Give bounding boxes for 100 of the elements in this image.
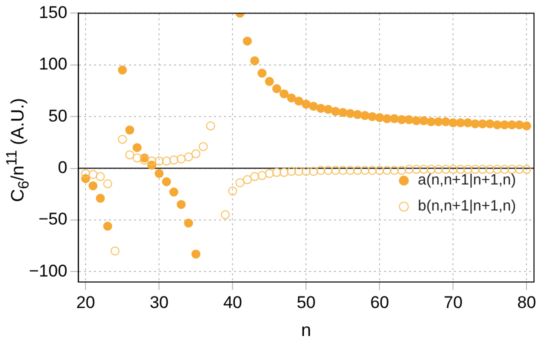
point xyxy=(294,166,304,176)
point xyxy=(368,112,377,122)
point xyxy=(390,166,399,175)
point xyxy=(242,36,252,46)
point xyxy=(382,114,392,124)
point xyxy=(118,134,127,144)
point xyxy=(338,166,348,175)
point xyxy=(412,116,421,126)
point xyxy=(316,104,326,113)
point xyxy=(125,150,134,160)
point xyxy=(456,118,465,128)
x-tick-label: 70 xyxy=(444,292,463,312)
point xyxy=(88,170,98,179)
point xyxy=(324,166,333,175)
y-tick-label: 150 xyxy=(38,2,68,22)
point xyxy=(353,166,362,175)
point xyxy=(404,164,414,174)
point xyxy=(169,188,178,197)
point xyxy=(448,164,458,174)
point xyxy=(264,168,274,178)
x-tick-label: 30 xyxy=(150,292,169,312)
point xyxy=(360,111,370,120)
point xyxy=(110,246,120,256)
point xyxy=(470,119,480,128)
point xyxy=(412,164,421,174)
point xyxy=(96,194,105,203)
point xyxy=(162,156,171,166)
point xyxy=(353,110,362,120)
point xyxy=(132,143,142,152)
x-tick-label: 80 xyxy=(517,292,536,312)
x-tick-label: 50 xyxy=(296,292,316,312)
point xyxy=(331,166,340,175)
point xyxy=(419,116,428,126)
point xyxy=(206,121,216,130)
y-tick-label: 100 xyxy=(38,54,68,74)
point xyxy=(456,164,465,174)
point xyxy=(470,164,480,174)
point xyxy=(272,84,282,94)
y-tick-label: −50 xyxy=(38,210,68,229)
point xyxy=(500,164,510,174)
point xyxy=(375,113,384,122)
point xyxy=(176,154,186,164)
point xyxy=(280,89,289,98)
point xyxy=(286,166,296,176)
point xyxy=(368,166,377,175)
point xyxy=(485,164,494,174)
point xyxy=(492,164,502,174)
point xyxy=(507,120,516,130)
point xyxy=(132,153,142,162)
point xyxy=(382,166,392,175)
point xyxy=(514,120,524,130)
point xyxy=(147,156,156,166)
point xyxy=(154,168,164,178)
point xyxy=(308,166,318,176)
point xyxy=(280,168,289,177)
point xyxy=(220,210,230,220)
point xyxy=(441,164,450,174)
point xyxy=(140,156,149,165)
point xyxy=(81,168,90,178)
point xyxy=(96,172,105,182)
point xyxy=(184,218,194,228)
point xyxy=(302,166,311,176)
point xyxy=(286,93,296,102)
x-tick-label: 40 xyxy=(223,292,242,312)
point xyxy=(258,68,267,78)
point xyxy=(264,76,274,86)
point xyxy=(507,164,516,174)
point xyxy=(302,100,311,109)
point xyxy=(176,200,186,209)
point xyxy=(478,119,488,128)
legend-label: b(n,n+1|n+1,n) xyxy=(418,198,516,215)
point xyxy=(441,117,450,126)
point xyxy=(125,126,134,135)
point xyxy=(250,172,260,182)
point xyxy=(242,175,252,184)
point xyxy=(514,164,524,174)
point xyxy=(272,168,282,177)
point xyxy=(198,142,208,152)
legend-label: a(n,n+1|n+1,n) xyxy=(418,172,516,189)
point xyxy=(426,164,436,174)
point xyxy=(331,106,340,116)
point xyxy=(103,179,112,188)
y-tick-label: 0 xyxy=(58,158,68,177)
x-tick-label: 60 xyxy=(370,292,390,312)
point xyxy=(191,250,200,259)
point xyxy=(118,66,127,75)
point xyxy=(463,118,472,128)
point xyxy=(404,115,414,124)
point xyxy=(235,178,244,188)
point xyxy=(191,149,200,158)
x-tick-label: 20 xyxy=(76,292,96,312)
point xyxy=(184,152,194,162)
point xyxy=(324,104,333,114)
x-axis-title: n xyxy=(301,320,312,340)
point xyxy=(397,115,406,124)
point xyxy=(463,164,472,174)
point xyxy=(397,166,406,175)
point xyxy=(485,119,494,128)
point xyxy=(419,164,428,174)
point xyxy=(478,164,488,174)
